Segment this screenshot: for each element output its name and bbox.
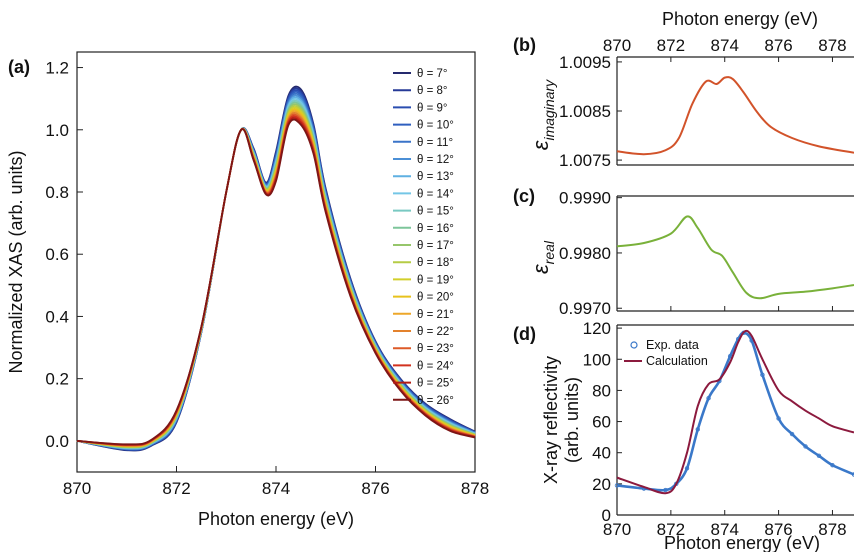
x-tick-label: 878 <box>818 520 846 539</box>
legend-entry: θ = 20° <box>417 292 454 304</box>
legend-entry: θ = 9° <box>417 102 448 114</box>
series-line-epsilon-real <box>616 215 854 300</box>
y-tick-label: 20 <box>592 475 611 494</box>
panel-d-reflectivity-chart: 870 872 874 876 878 0 20 40 60 80 100 120 Photon ene… <box>513 319 854 552</box>
y-tick-label: 120 <box>583 319 611 338</box>
series-line-epsilon-imaginary <box>616 76 854 156</box>
legend-entry: Calculation <box>646 354 708 368</box>
panel-label: (b) <box>513 35 536 55</box>
y-tick-label: 0.9970 <box>559 299 611 318</box>
y-tick-label: 80 <box>592 381 611 400</box>
y-axis-symbol: ε <box>528 264 553 274</box>
x-tick-label: 870 <box>603 520 631 539</box>
legend-entry: θ = 11° <box>417 137 453 149</box>
y-axis-subscript: imaginary <box>541 79 557 141</box>
y-axis-subscript: real <box>541 240 557 264</box>
exp-data-marker <box>830 462 835 468</box>
legend-entry: θ = 16° <box>417 223 454 235</box>
legend-entry: θ = 14° <box>417 188 454 200</box>
legend-entry: θ = 13° <box>417 171 454 183</box>
y-tick-label: 1.0 <box>45 121 69 140</box>
y-axis-label: X-ray reflectivity <box>541 356 561 484</box>
legend-entry: θ = 17° <box>417 240 454 252</box>
y-axis-symbol: ε <box>528 140 553 150</box>
exp-data-marker <box>760 372 765 378</box>
y-tick-label: 0.0 <box>45 432 69 451</box>
plot-frame <box>76 51 476 473</box>
exp-data-marker <box>706 395 711 401</box>
y-axis-label: εimaginary <box>528 79 557 150</box>
y-tick-label: 40 <box>592 444 611 463</box>
x-tick-label: 874 <box>711 36 739 55</box>
exp-data-marker <box>614 483 620 488</box>
y-tick-label: 0.2 <box>45 370 69 389</box>
legend-entry: θ = 10° <box>417 120 454 132</box>
y-tick-label: 100 <box>583 350 611 369</box>
exp-data-marker <box>803 444 808 449</box>
exp-data-marker <box>776 416 781 421</box>
y-tick-label: 1.0085 <box>559 102 611 121</box>
legend-entry: θ = 7° <box>417 68 448 80</box>
y-tick-label: 0.9990 <box>559 189 611 208</box>
x-tick-label: 876 <box>764 520 792 539</box>
x-tick-label: 876 <box>764 36 792 55</box>
x-tick-label: 874 <box>711 520 739 539</box>
legend-entry: θ = 24° <box>417 360 454 372</box>
x-tick-label: 878 <box>818 36 846 55</box>
y-axis-label: Normalized XAS (arb. units) <box>6 150 26 373</box>
legend-marker-exp <box>630 341 638 349</box>
exp-data-marker <box>851 472 854 477</box>
exp-data-marker <box>663 487 668 493</box>
panel-label: (c) <box>513 186 535 206</box>
y-tick-label: 1.2 <box>45 59 69 78</box>
exp-data-marker <box>789 431 795 437</box>
x-axis-label: Photon energy (eV) <box>664 533 820 552</box>
x-axis-label: Photon energy (eV) <box>662 9 818 29</box>
y-tick-label: 1.0075 <box>559 151 611 170</box>
y-tick-label: 0.6 <box>45 245 69 264</box>
exp-data-marker <box>816 453 822 459</box>
y-axis-label-units: (arb. units) <box>562 377 582 463</box>
legend-entry: θ = 26° <box>417 395 454 407</box>
legend-entry: θ = 25° <box>417 378 454 390</box>
y-tick-label: 1.0095 <box>559 53 611 72</box>
legend-entry: θ = 15° <box>417 206 454 218</box>
panel-a-xas-chart: 870 872 874 876 878 0.0 0.2 0.4 0.6 0.8 1.0 1.2 Phot… <box>6 51 489 529</box>
x-tick-label: 872 <box>162 479 190 498</box>
legend-entry: θ = 19° <box>417 274 454 286</box>
x-tick-label: 872 <box>657 520 685 539</box>
x-tick-label: 870 <box>63 479 91 498</box>
legend-entry: θ = 22° <box>417 326 454 338</box>
panel-label: (d) <box>513 324 536 344</box>
exp-data-marker <box>695 427 700 432</box>
y-axis-label: εreal <box>528 240 557 274</box>
legend-entry: θ = 21° <box>417 309 454 321</box>
legend-entry: θ = 18° <box>417 257 454 269</box>
x-tick-label: 878 <box>461 479 489 498</box>
x-tick-label: 874 <box>262 479 290 498</box>
panel-label: (a) <box>8 57 30 77</box>
panel-b-epsilon-imaginary-chart: 870 872 874 876 878 1.0075 1.0085 1.0095 Photon … <box>513 9 854 170</box>
x-tick-label: 870 <box>603 36 631 55</box>
y-tick-label: 0.4 <box>45 307 69 326</box>
legend-entry: θ = 12° <box>417 154 454 166</box>
legend-entry: Exp. data <box>646 338 699 352</box>
y-tick-label: 0.9980 <box>559 244 611 263</box>
y-tick-label: 0 <box>602 506 611 525</box>
x-tick-label: 872 <box>657 36 685 55</box>
series-line-10deg <box>76 90 476 451</box>
x-tick-label: 876 <box>361 479 389 498</box>
y-tick-label: 0.8 <box>45 183 69 202</box>
legend-entry: θ = 23° <box>417 343 454 355</box>
exp-data-marker <box>684 466 690 471</box>
x-axis-label: Photon energy (eV) <box>198 509 354 529</box>
y-tick-label: 60 <box>592 413 611 432</box>
series-line-calculation <box>616 329 854 495</box>
legend-entry: θ = 8° <box>417 85 448 97</box>
panel-c-epsilon-real-chart: 0.9970 0.9980 0.9990 εreal (c) <box>513 186 854 318</box>
